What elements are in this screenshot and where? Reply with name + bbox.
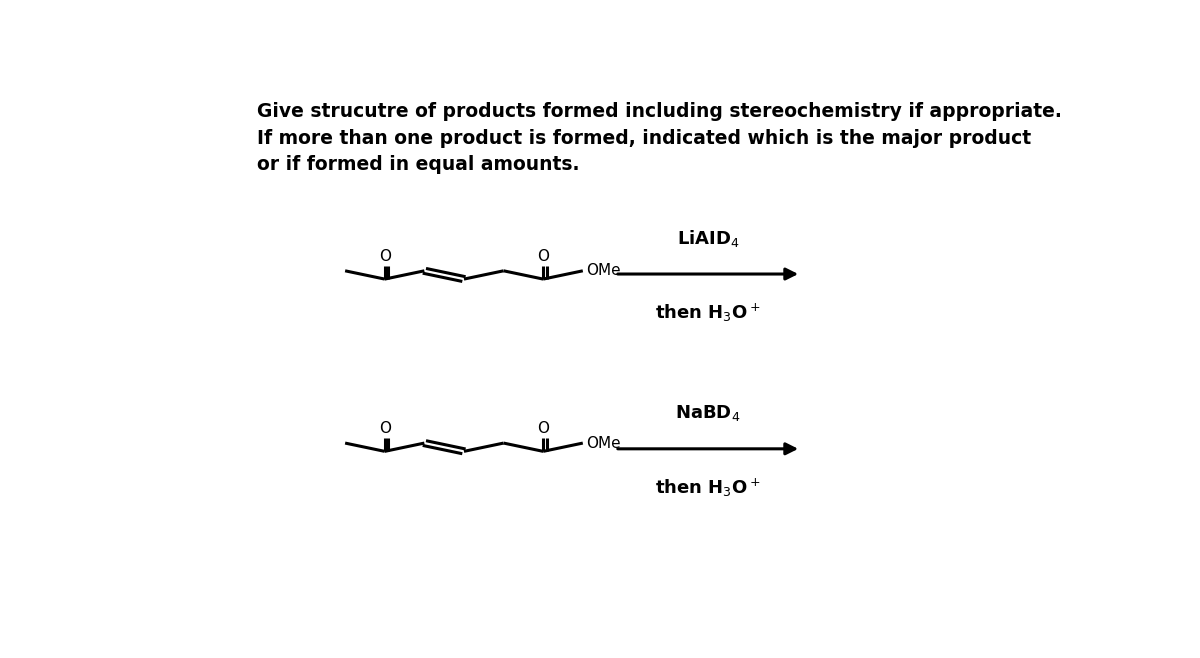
- Text: Give strucutre of products formed including stereochemistry if appropriate.: Give strucutre of products formed includ…: [257, 102, 1062, 121]
- Text: O: O: [379, 421, 391, 436]
- Text: O: O: [379, 249, 391, 264]
- Text: OMe: OMe: [587, 436, 622, 451]
- Text: LiAID$_4$: LiAID$_4$: [677, 228, 739, 249]
- Text: If more than one product is formed, indicated which is the major product: If more than one product is formed, indi…: [257, 128, 1031, 147]
- Text: or if formed in equal amounts.: or if formed in equal amounts.: [257, 155, 580, 174]
- Text: OMe: OMe: [587, 263, 622, 278]
- Text: O: O: [538, 421, 550, 436]
- Text: then H$_3$O$^+$: then H$_3$O$^+$: [655, 476, 761, 499]
- Text: O: O: [538, 249, 550, 264]
- Text: then H$_3$O$^+$: then H$_3$O$^+$: [655, 302, 761, 324]
- Text: NaBD$_4$: NaBD$_4$: [676, 403, 740, 424]
